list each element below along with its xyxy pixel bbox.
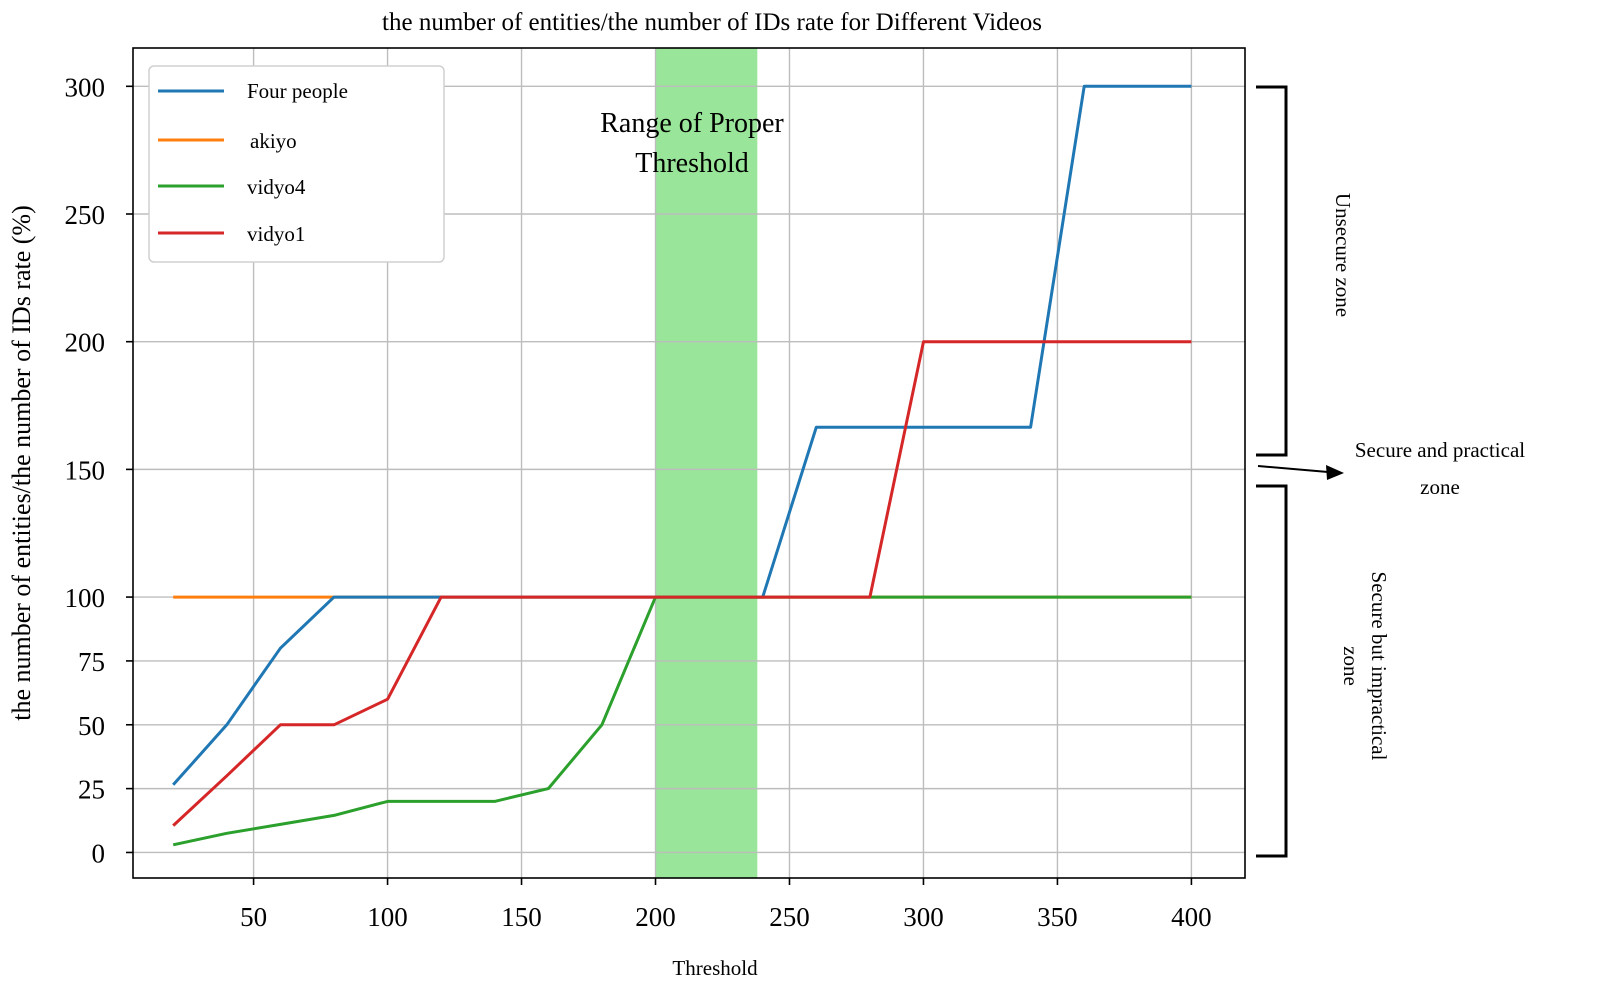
y-tick-label: 250	[65, 200, 106, 230]
secure-practical-zone-label-line-2: zone	[1420, 475, 1460, 499]
secure-impractical-zone-label-line-1: Secure but impractical	[1367, 572, 1391, 761]
legend-label-vidyo4: vidyo4	[247, 175, 306, 199]
series-line-vidyo1	[172, 340, 1192, 827]
zone-annotations: Unsecure zone Secure but impractical zon…	[1256, 85, 1525, 858]
unsecure-zone-label: Unsecure zone	[1331, 193, 1355, 317]
grid-layer	[133, 48, 1245, 878]
y-axis-label: the number of entities/the number of IDs…	[7, 205, 36, 721]
series-layer	[172, 84, 1192, 847]
chart-title: the number of entities/the number of IDs…	[382, 9, 1042, 36]
x-tick-label: 50	[240, 902, 267, 932]
unsecure-zone-bracket	[1256, 85, 1288, 457]
y-tick-label: 150	[65, 455, 106, 485]
tick-layer: 50 100 150 200 250 300 350 400 0 25 50 75 100 150 200 2…	[65, 72, 1212, 932]
x-tick-label: 300	[903, 902, 944, 932]
y-tick-label: 300	[65, 72, 106, 102]
y-tick-label: 0	[92, 838, 106, 868]
y-tick-label: 75	[78, 647, 105, 677]
x-axis-label: Threshold	[672, 956, 758, 980]
y-tick-label: 200	[65, 328, 106, 358]
secure-impractical-zone-label-line-2: zone	[1339, 646, 1363, 686]
secure-practical-zone-label-line-1: Secure and practical	[1355, 438, 1525, 462]
legend: Four people akiyo vidyo4 vidyo1	[148, 65, 445, 263]
x-tick-label: 200	[635, 902, 676, 932]
legend-label-four-people: Four people	[247, 79, 348, 103]
legend-label-akiyo: akiyo	[250, 129, 297, 153]
secure-practical-arrow-line	[1257, 465, 1329, 473]
x-tick-label: 400	[1171, 902, 1212, 932]
band-label-line-1: Range of Proper	[600, 108, 784, 139]
y-tick-label: 100	[65, 583, 106, 613]
legend-label-vidyo1: vidyo1	[247, 222, 305, 246]
y-tick-label: 50	[78, 711, 105, 741]
arrow-head-icon	[1326, 465, 1344, 480]
x-tick-label: 350	[1037, 902, 1078, 932]
legend-frame	[148, 65, 445, 263]
secure-impractical-zone-bracket	[1256, 484, 1288, 858]
x-tick-label: 250	[769, 902, 810, 932]
y-tick-label: 25	[78, 775, 105, 805]
x-tick-label: 100	[367, 902, 408, 932]
x-tick-label: 150	[501, 902, 542, 932]
proper-threshold-band	[655, 48, 758, 878]
highlight-band-layer	[655, 48, 758, 878]
band-label-line-2: Threshold	[635, 148, 749, 179]
plot-frame	[132, 47, 1246, 879]
